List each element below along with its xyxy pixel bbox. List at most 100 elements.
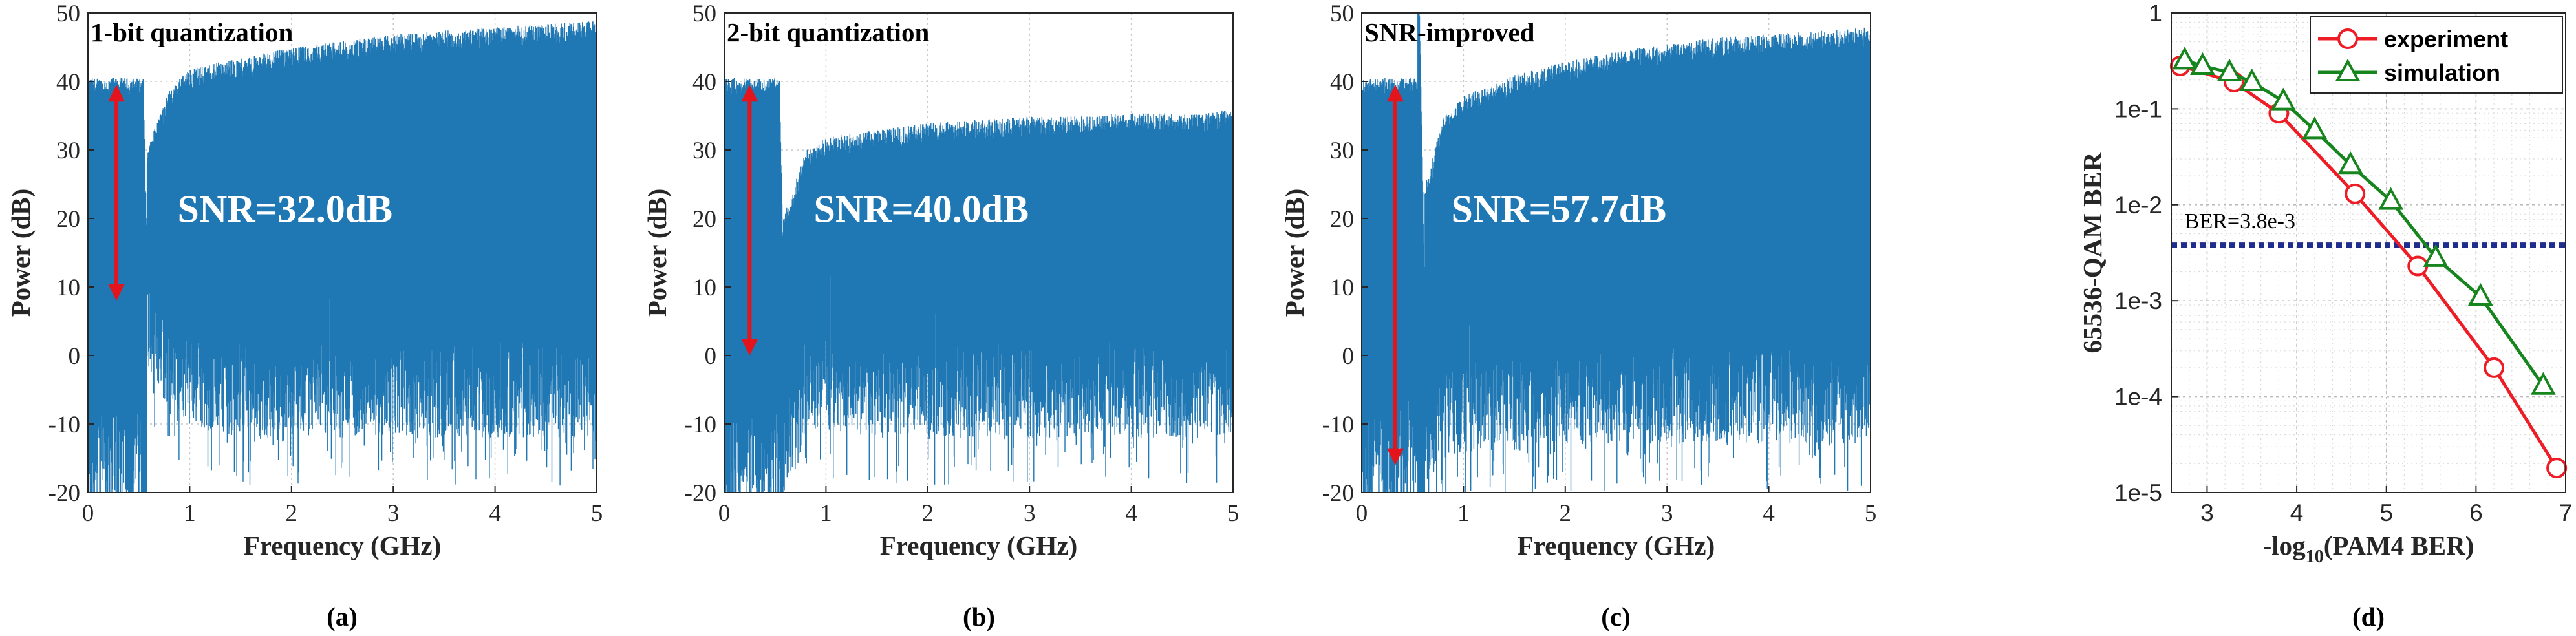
y-axis-label: Power (dB) [642,189,672,317]
x-axis-label: Frequency (GHz) [1518,531,1715,560]
x-tick-label: 5 [2379,500,2393,526]
y-axis-label: Power (dB) [1280,189,1309,317]
data-point [2467,282,2493,306]
data-point [2216,58,2242,81]
snr-arrow-head-down [1386,448,1404,465]
y-tick-label: 20 [1330,206,1354,233]
data-point [2239,68,2265,92]
data-point [2530,372,2556,395]
x-tick-label: 7 [2559,500,2573,526]
data-point [2546,458,2568,479]
data-point [2302,116,2328,140]
y-tick-label: 0 [69,343,81,370]
panel-b: 0 1 2 3 4 5 -20 -10 0 10 20 30 40 50 2-bit quantizatio… [642,1,1239,631]
panel-c: 0 1 2 3 4 5 -20 -10 0 10 20 30 40 50 SNR-improved SNR=5… [1280,1,1876,631]
y-tick-label: 20 [56,206,80,233]
data-point [2337,151,2363,175]
panel-title: SNR-improved [1364,17,1535,47]
panel-d: BER=3.8e-3 3 4 5 6 7 1 1e-1 1e-2 1e-3 1e-4 1e-5 expe… [2077,0,2572,631]
x-tick-label: 3 [387,500,400,527]
snr-arrow-head-up [1386,85,1404,102]
panel-title: 1-bit quantization [91,17,293,47]
x-tick-label: 5 [1227,500,1240,527]
y-tick-label: 1e-2 [2114,192,2162,218]
x-axis-label: Frequency (GHz) [880,531,1078,560]
snr-arrow-head-down [741,339,758,355]
y-tick-label: 20 [692,206,716,233]
y-tick-label: 30 [692,138,716,164]
x-tick-label: 1 [184,500,196,527]
x-tick-label: 0 [718,500,731,527]
x-tick-label: 1 [820,500,832,527]
axes-box [724,12,1234,493]
data-point [2423,244,2449,267]
y-tick-label: 1e-4 [2114,384,2162,410]
y-tick-label: -10 [48,412,80,438]
y-tick-label: 30 [56,138,80,164]
y-tick-label: 1e-5 [2114,480,2162,506]
x-tick-label: 1 [1457,500,1470,527]
x-tick-label: 6 [2469,500,2483,526]
x-tick-label: 3 [1661,500,1673,527]
legend-label: simulation [2384,59,2500,86]
data-point [2484,357,2505,378]
x-tick-label: 3 [2200,500,2214,526]
axes-box [87,12,597,493]
data-point [2172,47,2198,70]
y-tick-label: 50 [1330,1,1354,27]
y-tick-label: 40 [692,69,716,96]
snr-arrow-head-down [108,284,125,301]
x-tick-label: 4 [1763,500,1775,527]
y-tick-label: 1e-1 [2114,96,2162,122]
snr-annotation: SNR=57.7dB [1452,187,1667,230]
y-tick-label: 40 [56,69,80,96]
y-tick-label: 10 [56,275,80,301]
y-tick-label: 40 [1330,69,1354,96]
y-tick-label: 50 [56,1,80,27]
legend-marker [2337,28,2358,49]
y-tick-label: -20 [685,480,716,507]
panel-caption: (c) [1601,602,1631,631]
y-tick-label: -10 [1322,412,1354,438]
x-tick-label: 3 [1024,500,1036,527]
x-tick-label: 2 [1560,500,1572,527]
y-tick-label: 1 [2149,0,2162,26]
snr-annotation: SNR=32.0dB [178,187,393,230]
x-tick-label: 2 [922,500,934,527]
axes-box [1361,12,1871,493]
legend-marker [2335,58,2361,81]
y-tick-label: 10 [1330,275,1354,301]
x-tick-label: 4 [2290,500,2304,526]
y-tick-label: 1e-3 [2114,288,2162,314]
panel-title: 2-bit quantization [727,17,929,47]
y-axis-label: Power (dB) [6,189,36,317]
snr-arrow-head-up [741,85,758,102]
data-point [2270,87,2296,111]
y-tick-label: 0 [1342,343,1355,370]
panel-a: 0 1 2 3 4 5 -20 -10 0 10 20 30 40 50 1-bit quantizatio… [6,1,603,631]
data-point [2190,52,2215,76]
data-point [2345,183,2366,204]
series-simulation [2172,47,2556,395]
y-tick-label: -10 [685,412,716,438]
x-tick-label: 2 [286,500,298,527]
snr-annotation: SNR=40.0dB [814,187,1029,230]
y-tick-label: 10 [692,275,716,301]
data-point [2378,187,2404,210]
y-tick-label: -20 [1322,480,1354,507]
x-axis-label: Frequency (GHz) [244,531,442,560]
y-tick-label: 0 [705,343,717,370]
x-axis-label: -log10(PAM4 BER) [2263,531,2474,567]
snr-arrow-head-up [108,85,125,102]
y-axis-label: 65536-QAM BER [2077,152,2107,353]
y-tick-label: -20 [48,480,80,507]
legend: experiment simulation [2310,16,2563,94]
x-tick-label: 5 [1865,500,1877,527]
y-tick-label: 50 [692,1,716,27]
panel-caption: (a) [327,602,358,631]
reference-line-label: BER=3.8e-3 [2185,209,2295,233]
y-tick-label: 30 [1330,138,1354,164]
axes-box [2171,12,2566,493]
